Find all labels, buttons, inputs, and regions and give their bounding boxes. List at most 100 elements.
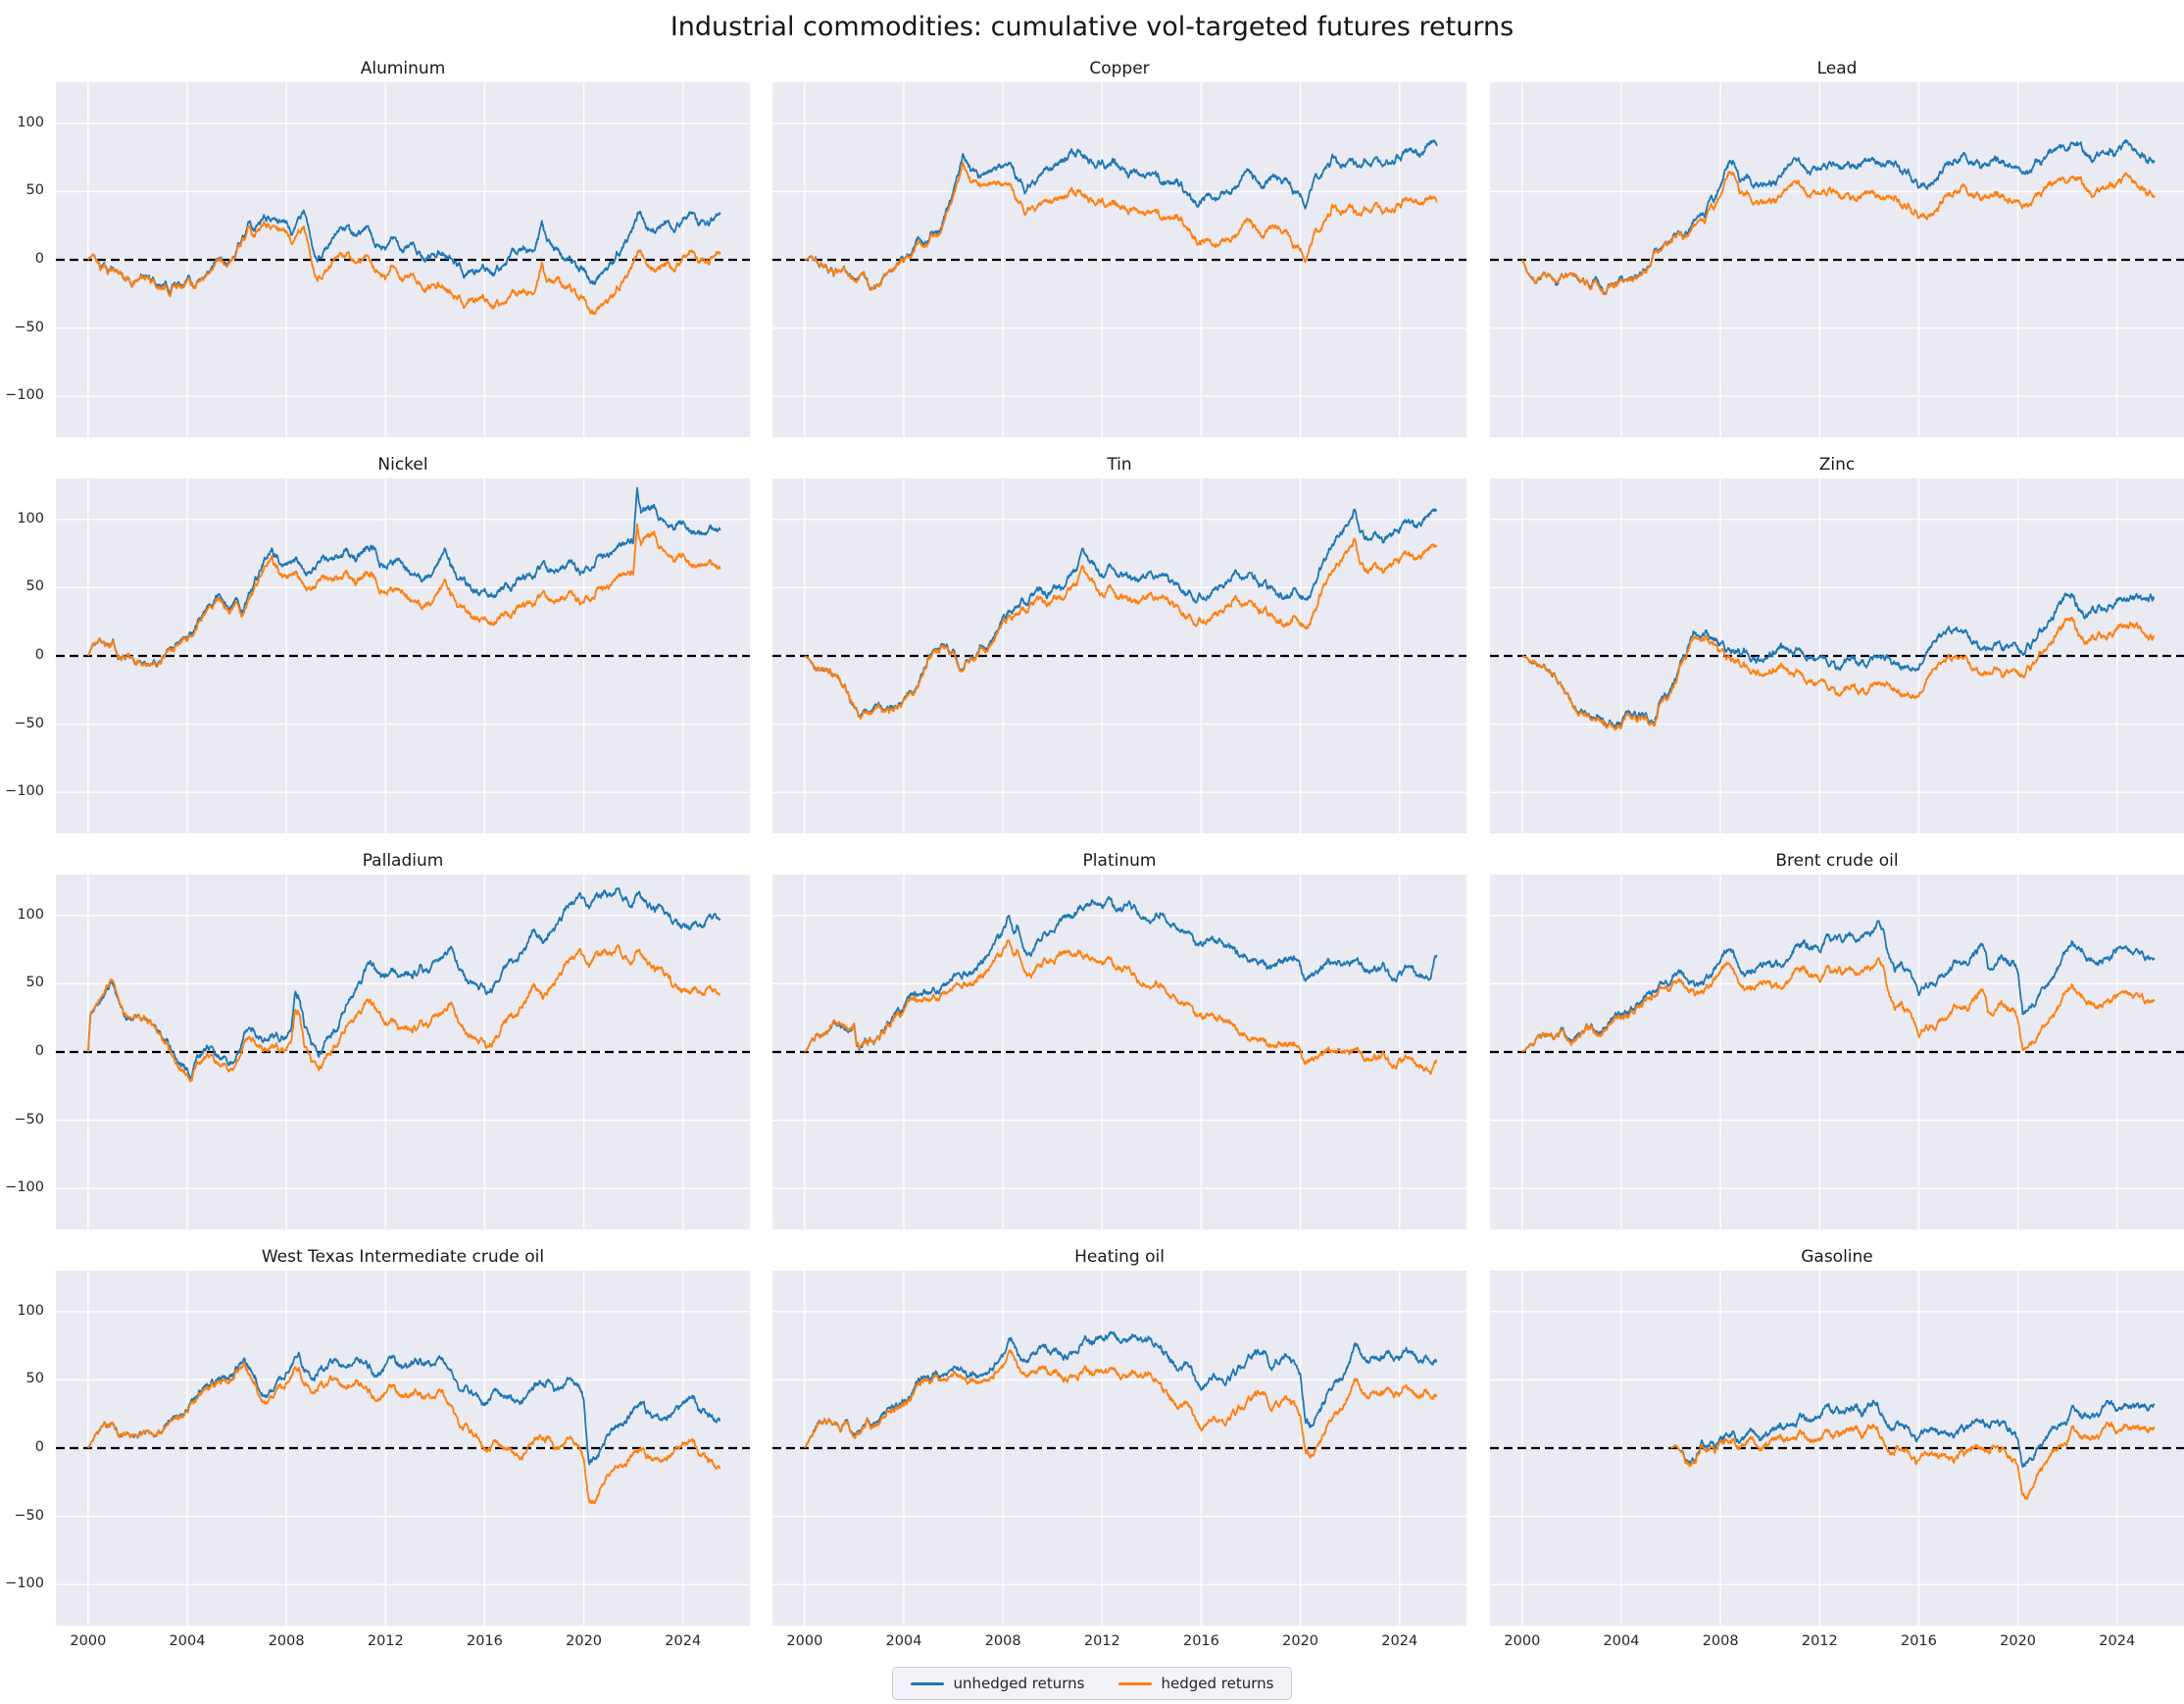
plot-area (1490, 875, 2184, 1229)
plot-area (56, 478, 750, 833)
y-tick-label: −100 (5, 1576, 44, 1592)
hedged-line (804, 1349, 1438, 1459)
subplot-title: Zinc (1818, 455, 1856, 475)
hedged-line (1521, 616, 2156, 731)
hedged-line (87, 221, 721, 316)
x-tick-label: 2024 (665, 1633, 702, 1649)
y-tick-label: 0 (34, 1439, 44, 1455)
x-tick-label: 2004 (1603, 1633, 1640, 1649)
x-tick-label: 2024 (1381, 1633, 1418, 1649)
y-tick-label: 0 (34, 647, 44, 663)
unhedged-line (87, 486, 721, 668)
plot-area (1490, 478, 2184, 833)
subplot-title: Palladium (362, 851, 444, 871)
x-tick-label: 2016 (1900, 1633, 1937, 1649)
hedged-line-swatch (1117, 1681, 1152, 1685)
subplot-heating-oil: Heating oil 2000 2004 2008 2012 2016 2020 2024 (750, 1243, 1466, 1653)
unhedged-line (87, 1351, 721, 1466)
subplot-title: Heating oil (1074, 1247, 1165, 1267)
subplot-title: Tin (1107, 455, 1132, 475)
x-tick-label: 2008 (1702, 1633, 1739, 1649)
subplot-platinum: Platinum (750, 847, 1466, 1229)
subplot-aluminum: Aluminum 100 50 0 −50 −100 (0, 55, 750, 437)
x-axis-labels: 2000 2004 2008 2012 2016 2020 2024 (1466, 1626, 2184, 1653)
y-tick-label: 0 (34, 1043, 44, 1059)
x-tick-label: 2008 (268, 1633, 305, 1649)
unhedged-line (1521, 920, 2156, 1053)
hedged-line (87, 1361, 721, 1505)
x-tick-label: 2000 (70, 1633, 107, 1649)
y-tick-label: −50 (14, 319, 44, 335)
x-tick-label: 2004 (885, 1633, 922, 1649)
unhedged-line (804, 508, 1438, 719)
subplot-west-texas-intermediate-crude-oil: West Texas Intermediate crude oil 100 50 0 −… (0, 1243, 750, 1653)
unhedged-line-swatch (910, 1681, 944, 1685)
unhedged-line (804, 1330, 1438, 1449)
y-tick-label: 50 (25, 182, 44, 199)
legend-label-unhedged: unhedged returns (953, 1675, 1085, 1692)
y-tick-label: 100 (17, 114, 44, 130)
y-tick-label: 50 (25, 975, 44, 991)
y-tick-label: −100 (5, 1179, 44, 1196)
subplot-title: Copper (1089, 59, 1150, 78)
plot-area (56, 82, 750, 437)
subplot-zinc: Zinc (1466, 451, 2184, 833)
x-tick-label: 2012 (1083, 1633, 1120, 1649)
plot-area (1490, 1271, 2184, 1626)
plot-area (772, 1271, 1466, 1626)
unhedged-line (87, 887, 721, 1080)
unhedged-line (804, 895, 1438, 1053)
unhedged-line (1670, 1399, 2156, 1469)
hedged-line (1521, 957, 2156, 1053)
subplot-grid: Aluminum 100 50 0 −50 −100 Copper Lead Nickel 100… (0, 55, 2184, 1653)
x-tick-label: 2024 (2099, 1633, 2136, 1649)
hedged-line (804, 939, 1438, 1076)
subplot-tin: Tin (750, 451, 1466, 833)
x-tick-label: 2020 (2000, 1633, 2037, 1649)
unhedged-line (804, 139, 1438, 291)
subplot-lead: Lead (1466, 55, 2184, 437)
subplot-title: West Texas Intermediate crude oil (261, 1247, 545, 1267)
y-tick-label: −50 (14, 1111, 44, 1128)
legend-item-hedged: hedged returns (1117, 1675, 1274, 1692)
x-tick-label: 2012 (1801, 1633, 1838, 1649)
plot-area (56, 875, 750, 1229)
legend-item-unhedged: unhedged returns (910, 1675, 1085, 1692)
y-tick-label: −50 (14, 715, 44, 731)
y-tick-label: 100 (17, 1302, 44, 1319)
legend: unhedged returns hedged returns (891, 1667, 1293, 1700)
subplot-copper: Copper (750, 55, 1466, 437)
plot-area (772, 875, 1466, 1229)
figure: Industrial commodities: cumulative vol-t… (0, 8, 2184, 1700)
x-tick-label: 2004 (169, 1633, 206, 1649)
subplot-title: Aluminum (360, 59, 446, 78)
subplot-title: Platinum (1082, 851, 1157, 871)
plot-area (772, 82, 1466, 437)
subplot-palladium: Palladium 100 50 0 −50 −100 (0, 847, 750, 1229)
subplot-brent-crude-oil: Brent crude oil (1466, 847, 2184, 1229)
y-tick-label: 50 (25, 1371, 44, 1387)
hedged-line (1670, 1421, 2156, 1501)
subplot-nickel: Nickel 100 50 0 −50 −100 (0, 451, 750, 833)
hedged-line (804, 537, 1438, 721)
subplot-title: Nickel (377, 455, 428, 475)
y-tick-label: −100 (5, 387, 44, 404)
x-tick-label: 2016 (466, 1633, 503, 1649)
subplot-title: Gasoline (1801, 1247, 1873, 1267)
x-axis-labels: 2000 2004 2008 2012 2016 2020 2024 (750, 1626, 1466, 1653)
y-tick-label: 100 (17, 906, 44, 923)
x-tick-label: 2012 (367, 1633, 404, 1649)
x-tick-label: 2016 (1182, 1633, 1219, 1649)
y-tick-label: 100 (17, 510, 44, 526)
x-tick-label: 2020 (1282, 1633, 1319, 1649)
x-axis-labels: 2000 2004 2008 2012 2016 2020 2024 (0, 1626, 750, 1653)
subplot-gasoline: Gasoline 2000 2004 2008 2012 2016 2020 2024 (1466, 1243, 2184, 1653)
unhedged-line (1521, 592, 2156, 729)
legend-label-hedged: hedged returns (1161, 1675, 1274, 1692)
subplot-title: Brent crude oil (1775, 851, 1899, 871)
hedged-line (87, 523, 721, 669)
hedged-line (87, 944, 721, 1082)
hedged-line (804, 161, 1438, 291)
plot-area (56, 1271, 750, 1626)
y-tick-label: −50 (14, 1507, 44, 1524)
